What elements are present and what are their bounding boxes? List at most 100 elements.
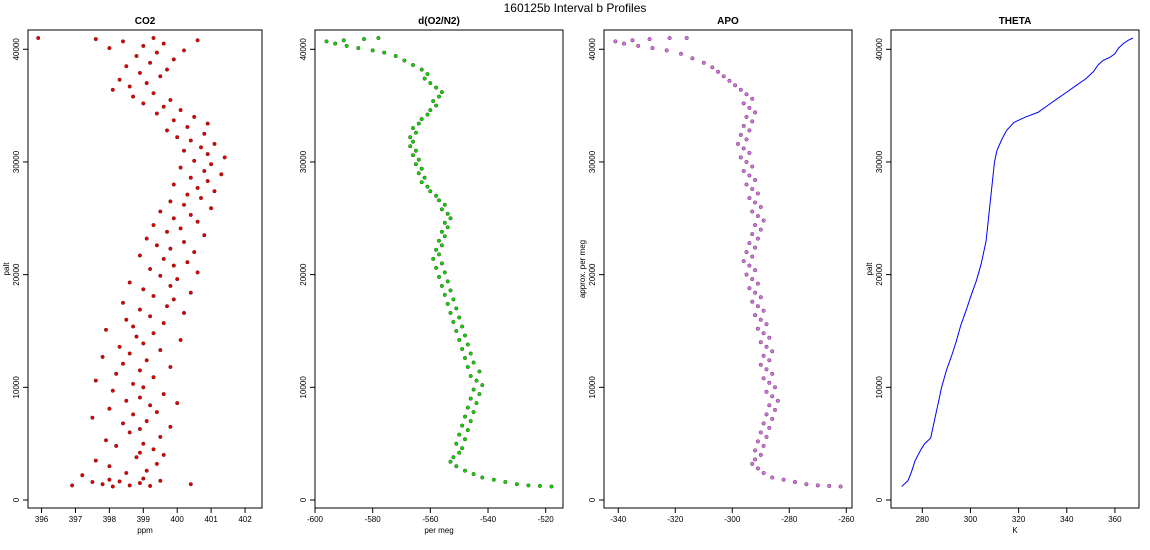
co2-point <box>117 479 122 484</box>
co2-point <box>161 392 166 397</box>
apo-point <box>744 250 749 255</box>
co2-point <box>164 229 169 234</box>
d-o2-n2-xtick-label: -560 <box>422 515 439 524</box>
co2-point <box>198 195 203 200</box>
d-o2-n2-point <box>514 482 519 487</box>
d-o2-n2-ytick-label: 10000 <box>299 376 308 399</box>
apo-point <box>613 39 618 44</box>
d-o2-n2-point <box>431 99 436 104</box>
co2-point <box>144 358 149 363</box>
co2-point <box>205 179 210 184</box>
co2-point <box>114 443 119 448</box>
apo-point <box>755 304 760 309</box>
apo-point <box>753 110 758 115</box>
co2-point <box>158 434 163 439</box>
co2-point <box>141 287 146 292</box>
apo-point <box>758 340 763 345</box>
apo-point <box>636 43 641 48</box>
apo-point <box>761 218 766 223</box>
d-o2-n2-point <box>422 76 427 81</box>
apo-point <box>741 259 746 264</box>
co2-point <box>131 412 136 417</box>
co2-point <box>103 327 108 332</box>
apo-title: APO <box>717 16 739 27</box>
d-o2-n2-point <box>416 171 421 176</box>
co2-point <box>205 121 210 126</box>
d-o2-n2-point <box>434 247 439 252</box>
co2-point <box>137 395 142 400</box>
apo-ytick-label: 20000 <box>588 263 597 286</box>
co2-point <box>205 152 210 157</box>
apo-point <box>744 182 749 187</box>
d-o2-n2-point <box>471 360 476 365</box>
apo-point <box>755 466 760 471</box>
co2-point <box>36 36 41 41</box>
co2-point <box>148 483 153 488</box>
co2-point <box>222 155 227 160</box>
co2-point <box>212 141 217 146</box>
co2-point <box>131 381 136 386</box>
co2-point <box>107 46 112 51</box>
co2-point <box>151 375 156 380</box>
apo-point <box>701 60 706 65</box>
apo-point <box>770 416 775 421</box>
d-o2-n2-xtick-label: -600 <box>307 515 324 524</box>
theta-xlabel: K <box>1012 526 1018 535</box>
d-o2-n2-point <box>413 148 418 153</box>
theta-xtick-label: 280 <box>916 515 930 524</box>
apo-point <box>630 38 635 43</box>
apo-point <box>781 477 786 482</box>
d-o2-n2-point <box>437 238 442 243</box>
co2-point <box>175 135 180 140</box>
co2-ytick-label: 30000 <box>12 150 21 173</box>
co2-point <box>131 94 136 99</box>
apo-point <box>755 191 760 196</box>
apo-point <box>647 37 652 42</box>
co2-frame <box>27 29 263 509</box>
apo-ytick-label: 30000 <box>588 150 597 173</box>
apo-point <box>753 268 758 273</box>
apo-point <box>750 461 755 466</box>
d-o2-n2-point <box>465 342 470 347</box>
co2-point <box>93 378 98 383</box>
apo-point <box>750 186 755 191</box>
co2-point <box>148 403 153 408</box>
apo-point <box>750 164 755 169</box>
apo-point <box>764 344 769 349</box>
co2-point <box>134 455 139 460</box>
co2-point <box>178 108 183 113</box>
co2-point <box>137 450 142 455</box>
apo-point <box>758 317 763 322</box>
co2-point <box>154 50 159 55</box>
co2-point <box>175 401 180 406</box>
apo-point <box>761 471 766 476</box>
apo-point <box>747 263 752 268</box>
co2-point <box>90 480 95 485</box>
d-o2-n2-point <box>333 41 338 46</box>
d-o2-n2-point <box>457 432 462 437</box>
co2-xtick-label: 401 <box>204 515 218 524</box>
co2-point <box>161 452 166 457</box>
d-o2-n2-point <box>324 39 329 44</box>
co2-xtick-label: 399 <box>137 515 151 524</box>
d-o2-n2-point <box>445 301 450 306</box>
apo-point <box>753 313 758 318</box>
apo-point <box>761 421 766 426</box>
d-o2-n2-point <box>442 220 447 225</box>
d-o2-n2-point <box>402 58 407 63</box>
co2-xtick-label: 396 <box>35 515 49 524</box>
theta-xtick-label: 320 <box>1012 515 1026 524</box>
d-o2-n2-point <box>428 108 433 113</box>
apo-point <box>744 92 749 97</box>
co2-point <box>103 438 108 443</box>
co2-point <box>161 321 166 326</box>
d-o2-n2-point <box>439 90 444 95</box>
co2-point <box>127 280 132 285</box>
co2-point <box>144 236 149 241</box>
apo-xtick-label: -280 <box>781 515 798 524</box>
co2-point <box>192 158 197 163</box>
apo-point <box>738 87 743 92</box>
d-o2-n2-point <box>419 67 424 72</box>
apo-point <box>761 443 766 448</box>
d-o2-n2-point <box>468 351 473 356</box>
